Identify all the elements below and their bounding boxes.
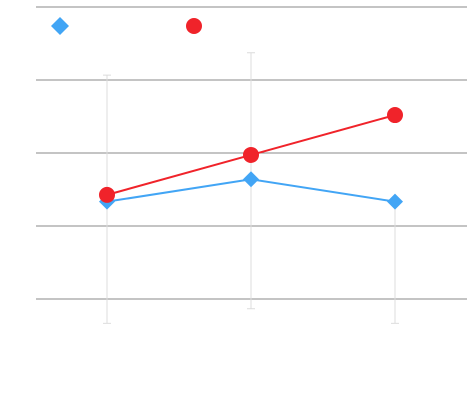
legend-marker-series-2: [186, 18, 202, 34]
series-2-point-1: [99, 186, 115, 203]
error-bars: [103, 52, 399, 324]
series: [99, 107, 403, 210]
series-2-point-3: [387, 107, 403, 124]
series-2-point-2: [243, 146, 259, 163]
series-1-point-3: [387, 193, 403, 210]
legend: [51, 17, 202, 35]
series-1-point-2: [243, 171, 259, 188]
legend-marker-series-1: [51, 17, 69, 35]
